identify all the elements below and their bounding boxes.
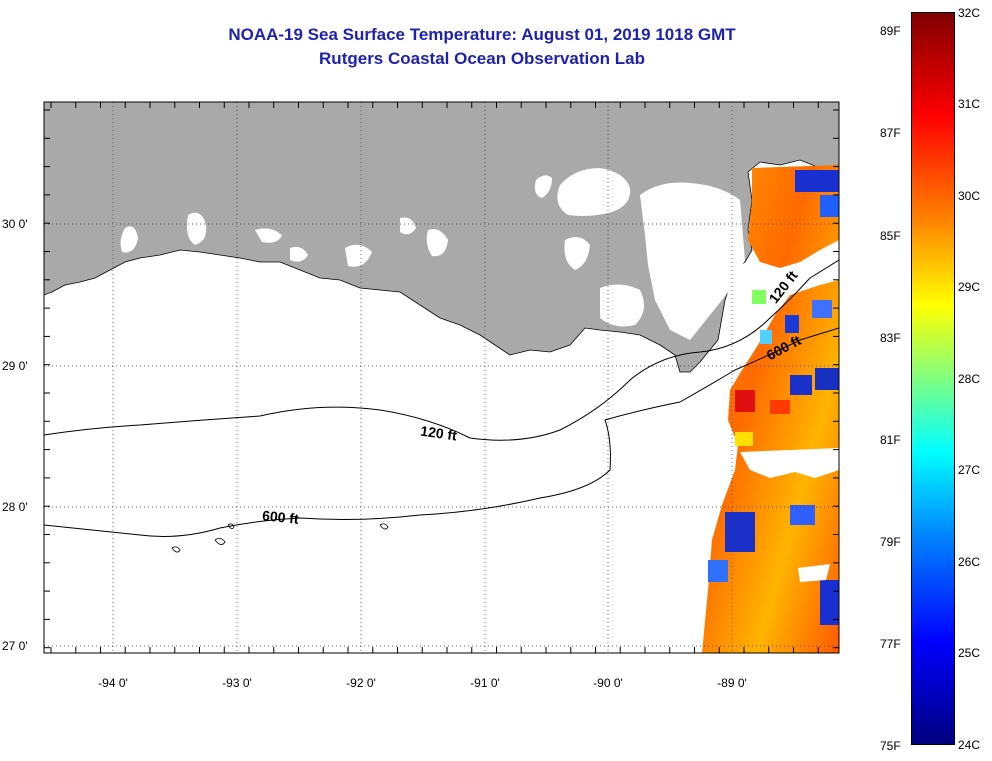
colorbar-f-label: 81F (880, 433, 901, 447)
cloud-gap-2 (798, 564, 830, 582)
x-tick-label: -94 0' (98, 676, 128, 690)
contour-600ft (44, 327, 839, 537)
bay-east (640, 182, 745, 340)
graticule (44, 102, 839, 653)
y-tick-label: 30 0' (2, 217, 28, 231)
colorbar-f-label: 75F (880, 739, 901, 753)
contour-label-120-west: 120 ft (419, 423, 458, 444)
colorbar-c-label: 30C (958, 189, 981, 203)
x-tick-label: -89 0' (717, 676, 747, 690)
colorbar-c-label: 26C (958, 555, 981, 569)
bay-terrebonne (564, 236, 590, 270)
colorbar-f-label: 89F (880, 24, 901, 38)
colorbar-f-label: 77F (880, 637, 901, 651)
colorbar-c-label: 29C (958, 280, 981, 294)
lake-west-4 (345, 244, 372, 267)
x-tick-label: -93 0' (222, 676, 252, 690)
map-title: NOAA-19 Sea Surface Temperature: August … (228, 25, 736, 44)
colorbar-c-label: 31C (958, 97, 981, 111)
lake-calcasieu (120, 226, 138, 253)
colorbar-f-label: 87F (880, 126, 901, 140)
y-tick-label: 27 0' (2, 639, 28, 653)
lake-pontchartrain (557, 168, 631, 216)
colorbar-f-label: 85F (880, 229, 901, 243)
lake-west-2 (255, 228, 282, 243)
colorbar-c-label: 27C (958, 463, 981, 477)
axis-ticks (44, 102, 839, 653)
x-tick-label: -90 0' (593, 676, 623, 690)
y-tick-label: 28 0' (2, 500, 28, 514)
lake-west-3 (290, 246, 308, 262)
contour-120ft (44, 259, 839, 441)
colorbar-c-label: 24C (958, 738, 981, 752)
x-tick-label: -92 0' (346, 676, 376, 690)
map-subtitle: Rutgers Coastal Ocean Observation Lab (319, 49, 645, 68)
x-tick-label: -91 0' (470, 676, 500, 690)
lake-west-6 (426, 229, 448, 257)
colorbar-c-label: 32C (958, 6, 981, 20)
delta-marsh (600, 284, 644, 327)
colorbar-f-label: 79F (880, 535, 901, 549)
lake-maurepas (534, 175, 552, 198)
colorbar-c-label: 25C (958, 646, 981, 660)
cloud-gap (740, 448, 839, 478)
contour-label-600-west: 600 ft (261, 507, 299, 527)
lake-west-1 (186, 212, 207, 245)
temperature-colorbar (911, 12, 955, 745)
contour-islands (171, 523, 389, 553)
map-frame (43, 101, 840, 654)
colorbar-c-label: 28C (958, 372, 981, 386)
colorbar-f-label: 83F (880, 331, 901, 345)
lake-west-5 (400, 217, 416, 235)
y-tick-label: 29 0' (2, 359, 28, 373)
